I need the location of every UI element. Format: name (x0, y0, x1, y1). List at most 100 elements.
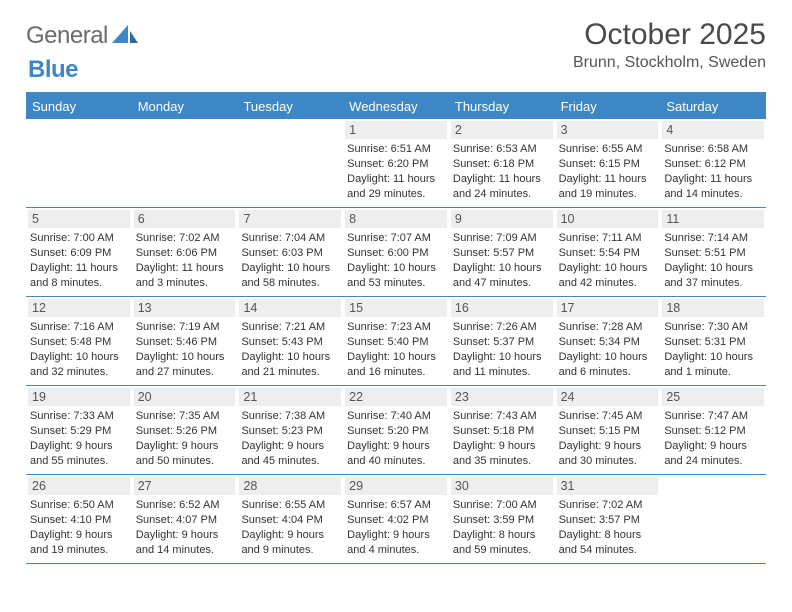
day-cell: 30Sunrise: 7:00 AMSunset: 3:59 PMDayligh… (449, 475, 555, 563)
day-number: 24 (557, 388, 659, 406)
sunrise-text: Sunrise: 7:47 AM (664, 409, 762, 424)
day-number: 14 (239, 299, 341, 317)
daylight-text: Daylight: 9 hours and 45 minutes. (241, 439, 339, 469)
sunset-text: Sunset: 6:20 PM (347, 157, 445, 172)
day-number: 13 (134, 299, 236, 317)
day-cell: 11 Sunrise: 7:14 AMSunset: 5:51 PMDayligh… (660, 208, 766, 296)
day-cell: 29Sunrise: 6:57 AMSunset: 4:02 PMDayligh… (343, 475, 449, 563)
sunset-text: Sunset: 5:12 PM (664, 424, 762, 439)
day-cell: 28Sunrise: 6:55 AMSunset: 4:04 PMDayligh… (237, 475, 343, 563)
sunset-text: Sunset: 6:06 PM (136, 246, 234, 261)
day-header: Sunday (26, 94, 132, 119)
day-number: 11 (662, 210, 764, 228)
day-cell: 6Sunrise: 7:02 AMSunset: 6:06 PMDaylight… (132, 208, 238, 296)
day-number: 31 (557, 477, 659, 495)
month-title: October 2025 (573, 18, 766, 52)
sunset-text: Sunset: 5:29 PM (30, 424, 128, 439)
sunrise-text: Sunrise: 6:55 AM (241, 498, 339, 513)
day-number: 29 (345, 477, 447, 495)
sunrise-text: Sunrise: 6:52 AM (136, 498, 234, 513)
sunrise-text: Sunrise: 7:14 AM (664, 231, 762, 246)
day-cell: 5Sunrise: 7:00 AMSunset: 6:09 PMDaylight… (26, 208, 132, 296)
daylight-text: Daylight: 9 hours and 30 minutes. (559, 439, 657, 469)
daylight-text: Daylight: 9 hours and 9 minutes. (241, 528, 339, 558)
sunset-text: Sunset: 3:59 PM (453, 513, 551, 528)
daylight-text: Daylight: 10 hours and 42 minutes. (559, 261, 657, 291)
sunrise-text: Sunrise: 7:09 AM (453, 231, 551, 246)
daylight-text: Daylight: 11 hours and 19 minutes. (559, 172, 657, 202)
day-number: 27 (134, 477, 236, 495)
sunrise-text: Sunrise: 7:23 AM (347, 320, 445, 335)
day-cell: 18Sunrise: 7:30 AMSunset: 5:31 PMDayligh… (660, 297, 766, 385)
sunset-text: Sunset: 5:54 PM (559, 246, 657, 261)
sunrise-text: Sunrise: 7:04 AM (241, 231, 339, 246)
sunrise-text: Sunrise: 7:38 AM (241, 409, 339, 424)
sunset-text: Sunset: 5:43 PM (241, 335, 339, 350)
daylight-text: Daylight: 11 hours and 29 minutes. (347, 172, 445, 202)
daylight-text: Daylight: 10 hours and 27 minutes. (136, 350, 234, 380)
sunset-text: Sunset: 5:46 PM (136, 335, 234, 350)
sunrise-text: Sunrise: 7:30 AM (664, 320, 762, 335)
sunset-text: Sunset: 4:10 PM (30, 513, 128, 528)
day-number: 17 (557, 299, 659, 317)
sunrise-text: Sunrise: 6:50 AM (30, 498, 128, 513)
day-number: 30 (451, 477, 553, 495)
day-cell: 2Sunrise: 6:53 AMSunset: 6:18 PMDaylight… (449, 119, 555, 207)
sunrise-text: Sunrise: 7:16 AM (30, 320, 128, 335)
logo: General (26, 18, 142, 50)
daylight-text: Daylight: 11 hours and 3 minutes. (136, 261, 234, 291)
sunset-text: Sunset: 5:57 PM (453, 246, 551, 261)
sunset-text: Sunset: 5:23 PM (241, 424, 339, 439)
daylight-text: Daylight: 10 hours and 53 minutes. (347, 261, 445, 291)
day-number: 22 (345, 388, 447, 406)
sunrise-text: Sunrise: 6:57 AM (347, 498, 445, 513)
day-number: 15 (345, 299, 447, 317)
daylight-text: Daylight: 11 hours and 8 minutes. (30, 261, 128, 291)
sunset-text: Sunset: 4:04 PM (241, 513, 339, 528)
day-cell: 8Sunrise: 7:07 AMSunset: 6:00 PMDaylight… (343, 208, 449, 296)
day-cell: 3Sunrise: 6:55 AMSunset: 6:15 PMDaylight… (555, 119, 661, 207)
day-cell: 19Sunrise: 7:33 AMSunset: 5:29 PMDayligh… (26, 386, 132, 474)
sunrise-text: Sunrise: 7:07 AM (347, 231, 445, 246)
daylight-text: Daylight: 9 hours and 24 minutes. (664, 439, 762, 469)
day-cell: 4Sunrise: 6:58 AMSunset: 6:12 PMDaylight… (660, 119, 766, 207)
sunset-text: Sunset: 6:12 PM (664, 157, 762, 172)
day-cell: 26Sunrise: 6:50 AMSunset: 4:10 PMDayligh… (26, 475, 132, 563)
sunrise-text: Sunrise: 7:26 AM (453, 320, 551, 335)
day-cell (132, 119, 238, 207)
day-cell (660, 475, 766, 563)
day-cell: 17Sunrise: 7:28 AMSunset: 5:34 PMDayligh… (555, 297, 661, 385)
sunrise-text: Sunrise: 6:51 AM (347, 142, 445, 157)
day-number: 5 (28, 210, 130, 228)
logo-sail-icon (112, 25, 138, 47)
day-cell: 21Sunrise: 7:38 AMSunset: 5:23 PMDayligh… (237, 386, 343, 474)
day-number: 2 (451, 121, 553, 139)
day-number: 26 (28, 477, 130, 495)
day-number: 8 (345, 210, 447, 228)
day-cell: 10Sunrise: 7:11 AMSunset: 5:54 PMDayligh… (555, 208, 661, 296)
sunrise-text: Sunrise: 7:19 AM (136, 320, 234, 335)
sunset-text: Sunset: 3:57 PM (559, 513, 657, 528)
day-cell: 24Sunrise: 7:45 AMSunset: 5:15 PMDayligh… (555, 386, 661, 474)
day-number: 3 (557, 121, 659, 139)
day-cell: 13 Sunrise: 7:19 AMSunset: 5:46 PMDayligh… (132, 297, 238, 385)
daylight-text: Daylight: 10 hours and 32 minutes. (30, 350, 128, 380)
day-cell: 25Sunrise: 7:47 AMSunset: 5:12 PMDayligh… (660, 386, 766, 474)
daylight-text: Daylight: 10 hours and 37 minutes. (664, 261, 762, 291)
sunset-text: Sunset: 5:51 PM (664, 246, 762, 261)
day-header: Tuesday (237, 94, 343, 119)
day-number: 7 (239, 210, 341, 228)
daylight-text: Daylight: 10 hours and 16 minutes. (347, 350, 445, 380)
day-cell: 23Sunrise: 7:43 AMSunset: 5:18 PMDayligh… (449, 386, 555, 474)
day-number: 18 (662, 299, 764, 317)
day-header: Wednesday (343, 94, 449, 119)
daylight-text: Daylight: 9 hours and 35 minutes. (453, 439, 551, 469)
sunset-text: Sunset: 5:34 PM (559, 335, 657, 350)
daylight-text: Daylight: 8 hours and 59 minutes. (453, 528, 551, 558)
logo-text-part1: General (26, 22, 108, 50)
day-cell: 27Sunrise: 6:52 AMSunset: 4:07 PMDayligh… (132, 475, 238, 563)
day-header: Saturday (660, 94, 766, 119)
day-cell: 1Sunrise: 6:51 AMSunset: 6:20 PMDaylight… (343, 119, 449, 207)
day-cell: 22Sunrise: 7:40 AMSunset: 5:20 PMDayligh… (343, 386, 449, 474)
day-cell (26, 119, 132, 207)
